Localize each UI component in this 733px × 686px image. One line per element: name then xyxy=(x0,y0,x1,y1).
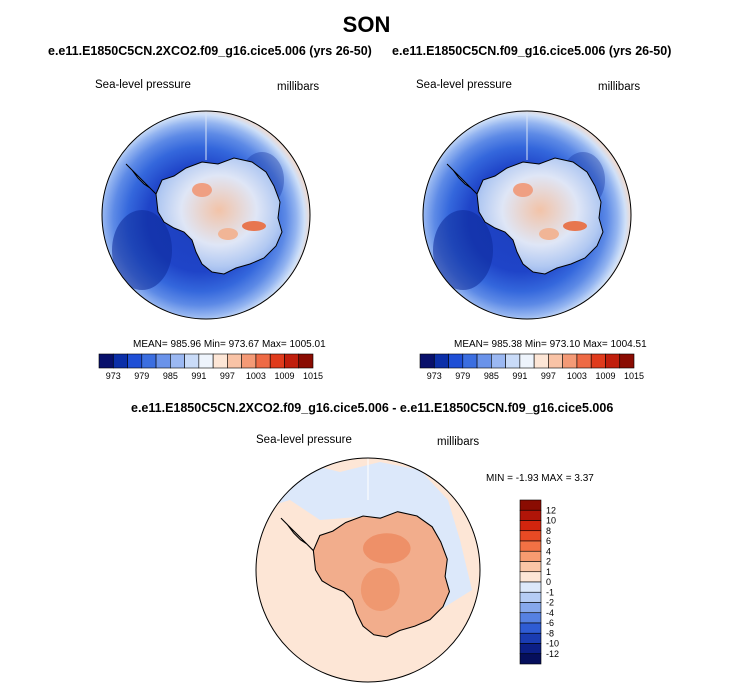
difference-colorbar-tick-label: -12 xyxy=(546,649,559,659)
panel-2-units-label: millibars xyxy=(598,81,641,93)
panel-2-colorbar-swatch xyxy=(491,353,506,369)
panel-1-map xyxy=(101,110,311,320)
panel-2-colorbar-tick-label: 979 xyxy=(455,371,470,381)
panel-1-colorbar-swatch xyxy=(269,353,285,369)
panel-2-colorbar-tick-label: 991 xyxy=(512,371,527,381)
panel-1-colorbar-tick-label: 1015 xyxy=(303,371,323,381)
difference-colorbar-tick-label: 6 xyxy=(546,536,551,546)
panel-1-variable-label: Sea-level pressure xyxy=(95,79,191,91)
difference-colorbar-swatch xyxy=(519,561,542,573)
panel-1-colorbar-swatch xyxy=(227,353,242,369)
panel-1-colorbar-tick-label: 979 xyxy=(134,371,149,381)
panel-2-colorbar-swatch xyxy=(533,353,549,369)
panel-2-colorbar-swatch xyxy=(462,353,478,369)
difference-title: e.e11.E1850C5CN.2XCO2.f09_g16.cice5.006 … xyxy=(131,401,614,415)
panel-1-colorbar-swatch xyxy=(241,353,257,369)
difference-colorbar-swatch xyxy=(519,643,542,655)
difference-colorbar-tick-label: -4 xyxy=(546,608,554,618)
panel-2-colorbar-swatch xyxy=(519,353,535,369)
difference-colorbar-swatch xyxy=(519,550,542,562)
difference-colorbar-tick-label: 0 xyxy=(546,577,551,587)
panel-1-colorbar-swatch xyxy=(170,353,185,369)
panel-1-colorbar-tick-label: 973 xyxy=(106,371,121,381)
difference-colorbar-tick-label: 10 xyxy=(546,516,556,526)
difference-colorbar-swatch xyxy=(519,591,542,603)
panel-1-colorbar: 973 979 985 991 997 1003 1009 1015 xyxy=(98,353,323,381)
difference-colorbar-tick-label: 2 xyxy=(546,557,551,567)
difference-stats: MIN = -1.93 MAX = 3.37 xyxy=(486,473,594,484)
difference-variable-label: Sea-level pressure xyxy=(256,434,352,446)
panel-1-units-label: millibars xyxy=(277,81,320,93)
panel-1-case-title: e.e11.E1850C5CN.2XCO2.f09_g16.cice5.006 … xyxy=(48,44,372,58)
panel-2-colorbar-swatch xyxy=(433,353,449,369)
panel-2-map xyxy=(422,110,632,320)
panel-1-colorbar-swatch xyxy=(98,353,114,369)
difference-colorbar-tick-label: -6 xyxy=(546,618,554,628)
panel-1-colorbar-tick-label: 997 xyxy=(220,371,235,381)
difference-colorbar-tick-label: 4 xyxy=(546,546,551,556)
panel-2-colorbar-tick-label: 1015 xyxy=(624,371,644,381)
panel-1-colorbar-swatch xyxy=(155,353,171,369)
panel-1-colorbar-swatch xyxy=(112,353,128,369)
panel-2-colorbar-swatch xyxy=(419,353,435,369)
panel-1-colorbar-swatch xyxy=(198,353,214,369)
difference-colorbar-swatch xyxy=(519,499,542,511)
panel-2-colorbar-swatch xyxy=(476,353,492,369)
difference-colorbar-swatch xyxy=(519,530,542,542)
panel-1-colorbar-tick-label: 1003 xyxy=(246,371,266,381)
panel-1-colorbar-tick-label: 985 xyxy=(163,371,178,381)
panel-2-colorbar-tick-label: 1003 xyxy=(567,371,587,381)
panel-1-colorbar-swatch xyxy=(184,353,200,369)
difference-colorbar-tick-label: -1 xyxy=(546,587,554,597)
difference-colorbar-tick-label: -8 xyxy=(546,628,554,638)
difference-colorbar-tick-label: 8 xyxy=(546,526,551,536)
panel-1-colorbar-swatch xyxy=(284,353,300,369)
panel-2-colorbar-swatch xyxy=(448,353,464,369)
panel-1-colorbar-swatch xyxy=(255,353,271,369)
panel-2-colorbar-tick-label: 997 xyxy=(541,371,556,381)
panel-1-colorbar-swatch xyxy=(127,353,143,369)
difference-colorbar-swatch xyxy=(519,632,542,644)
panel-2-colorbar-swatch xyxy=(562,353,578,369)
panel-1-colorbar-swatch xyxy=(298,353,314,369)
panel-1-colorbar-tick-label: 991 xyxy=(191,371,206,381)
panel-2-colorbar-swatch xyxy=(605,353,621,369)
panel-1-colorbar-swatch xyxy=(141,353,157,369)
season-title: SON xyxy=(342,12,391,37)
panel-2-colorbar-swatch xyxy=(548,353,563,369)
difference-colorbar-swatch xyxy=(519,509,542,521)
panel-2-colorbar-tick-label: 1009 xyxy=(595,371,615,381)
panel-2-colorbar-swatch xyxy=(505,353,521,369)
difference-colorbar-tick-label: -10 xyxy=(546,639,559,649)
panel-2-variable-label: Sea-level pressure xyxy=(416,79,512,91)
panel-2-colorbar-tick-label: 973 xyxy=(427,371,442,381)
panel-2-colorbar-tick-label: 985 xyxy=(484,371,499,381)
panel-1-colorbar-tick-label: 1009 xyxy=(274,371,294,381)
difference-colorbar-swatch xyxy=(519,602,542,614)
panel-2-colorbar: 973 979 985 991 997 1003 1009 1015 xyxy=(419,353,644,381)
difference-colorbar-swatch xyxy=(519,653,542,665)
difference-colorbar-tick-label: 12 xyxy=(546,505,556,515)
difference-colorbar-tick-label: 1 xyxy=(546,567,551,577)
difference-colorbar-tick-label: -2 xyxy=(546,598,554,608)
difference-colorbar-swatch xyxy=(519,520,542,532)
difference-colorbar-swatch xyxy=(519,571,542,583)
panel-2-case-title: e.e11.E1850C5CN.f09_g16.cice5.006 (yrs 2… xyxy=(392,44,672,58)
panel-2-stats: MEAN= 985.38 Min= 973.10 Max= 1004.51 xyxy=(454,339,647,350)
panel-2-colorbar-swatch xyxy=(590,353,606,369)
panel-2-colorbar-swatch xyxy=(619,353,635,369)
difference-colorbar-swatch xyxy=(519,540,542,552)
difference-colorbar-swatch xyxy=(519,612,542,624)
panel-1-colorbar-swatch xyxy=(212,353,228,369)
panel-2-colorbar-swatch xyxy=(576,353,592,369)
difference-map xyxy=(255,457,481,683)
difference-units-label: millibars xyxy=(437,436,480,448)
panel-1-stats: MEAN= 985.96 Min= 973.67 Max= 1005.01 xyxy=(133,339,326,350)
difference-colorbar-swatch xyxy=(519,622,542,634)
difference-colorbar-swatch xyxy=(519,581,542,593)
